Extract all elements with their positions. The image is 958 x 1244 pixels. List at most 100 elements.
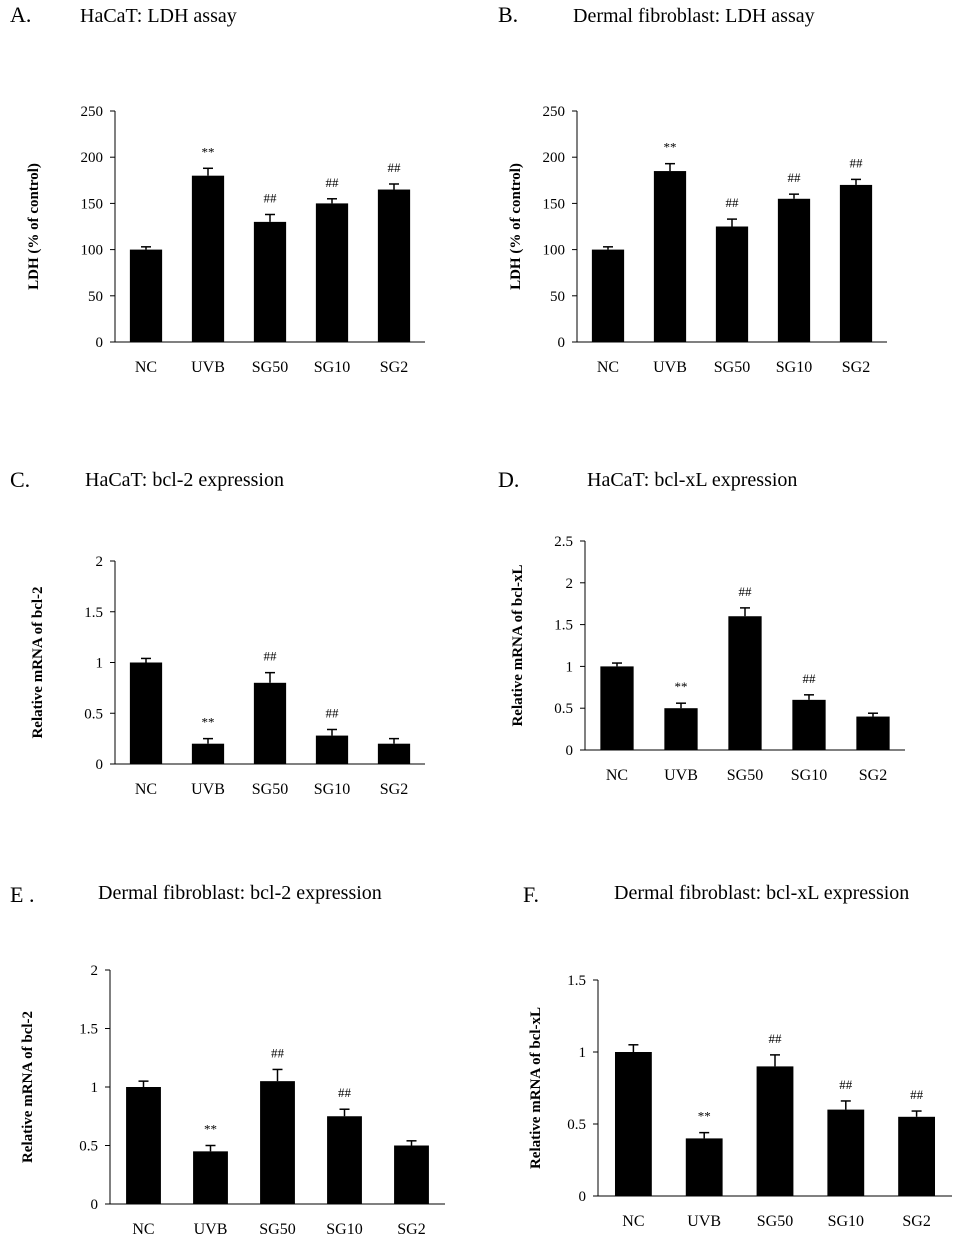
bar: [327, 1116, 362, 1204]
bar: [591, 249, 625, 342]
y-tick-label: 250: [543, 104, 566, 120]
x-tick-label: SG50: [259, 1221, 295, 1238]
x-tick-label: NC: [606, 767, 628, 784]
significance-marker: **: [698, 1109, 711, 1124]
bar: [253, 221, 287, 342]
y-axis-label: LDH (% of control): [26, 163, 42, 290]
chart-title: Dermal fibroblast: bcl-xL expression: [614, 882, 910, 904]
y-tick-label: 0: [96, 757, 104, 773]
chart-title: Dermal fibroblast: LDH assay: [573, 5, 815, 27]
bar: [315, 203, 349, 342]
y-axis-label: Relative mRNA of bcl-xL: [510, 564, 526, 726]
y-tick-label: 150: [81, 196, 104, 212]
y-tick-label: 0: [91, 1197, 99, 1213]
significance-marker: ##: [271, 1045, 285, 1060]
significance-marker: ##: [388, 160, 402, 175]
significance-marker: **: [664, 140, 677, 155]
bar: [315, 735, 349, 764]
bar: [827, 1109, 865, 1196]
y-tick-label: 2: [96, 554, 104, 570]
x-tick-label: UVB: [191, 359, 225, 376]
significance-marker: **: [204, 1122, 217, 1137]
x-tick-label: UVB: [194, 1221, 228, 1238]
x-tick-label: SG10: [828, 1213, 864, 1230]
significance-marker: **: [202, 144, 215, 159]
y-tick-label: 200: [81, 150, 104, 166]
chart-title: HaCaT: bcl-xL expression: [587, 469, 798, 491]
bar: [260, 1081, 295, 1204]
significance-marker: ##: [803, 671, 817, 686]
x-tick-label: SG2: [842, 359, 870, 376]
y-tick-label: 0: [579, 1189, 587, 1205]
y-tick-label: 250: [81, 104, 104, 120]
y-tick-label: 200: [543, 150, 566, 166]
significance-marker: ##: [338, 1085, 352, 1100]
y-tick-label: 1.5: [79, 1022, 98, 1038]
y-axis-label: LDH (% of control): [508, 163, 524, 290]
y-tick-label: 0.5: [79, 1139, 98, 1155]
bar: [193, 1151, 228, 1204]
x-tick-label: UVB: [664, 767, 698, 784]
significance-marker: **: [202, 715, 215, 730]
y-tick-label: 1: [579, 1045, 587, 1061]
bar: [653, 171, 687, 342]
x-tick-label: SG2: [380, 781, 408, 798]
y-tick-label: 0: [558, 335, 566, 351]
y-tick-label: 50: [550, 289, 565, 305]
bar: [600, 666, 634, 750]
bar: [898, 1116, 936, 1196]
significance-marker: ##: [264, 190, 278, 205]
y-tick-label: 150: [543, 196, 566, 212]
panel-letter: D.: [498, 467, 520, 492]
x-tick-label: SG50: [757, 1213, 793, 1230]
y-axis-label: Relative mRNA of bcl-xL: [528, 1007, 544, 1169]
x-tick-label: SG50: [252, 359, 288, 376]
bar: [377, 743, 411, 764]
panel-letter: B.: [498, 2, 519, 27]
y-tick-label: 1: [566, 659, 574, 675]
x-tick-label: SG10: [326, 1221, 362, 1238]
x-tick-label: SG50: [727, 767, 763, 784]
bar: [191, 743, 225, 764]
x-tick-label: SG10: [314, 781, 350, 798]
chart-title: HaCaT: bcl-2 expression: [85, 469, 284, 491]
bar: [191, 175, 225, 342]
panel-letter: A.: [10, 2, 32, 27]
x-tick-label: NC: [622, 1213, 644, 1230]
x-tick-label: NC: [132, 1221, 154, 1238]
significance-marker: **: [675, 679, 688, 694]
significance-marker: ##: [726, 195, 740, 210]
bar: [685, 1138, 723, 1196]
panel-letter: E .: [10, 882, 35, 907]
y-tick-label: 50: [88, 289, 103, 305]
x-tick-label: SG2: [397, 1221, 425, 1238]
y-tick-label: 100: [81, 243, 104, 259]
x-tick-label: SG10: [776, 359, 812, 376]
bar: [856, 716, 890, 750]
y-tick-label: 2.5: [554, 534, 573, 550]
bar: [664, 708, 698, 750]
bar: [129, 662, 163, 764]
y-tick-label: 1: [96, 656, 104, 672]
x-tick-label: NC: [135, 781, 157, 798]
x-tick-label: SG50: [252, 781, 288, 798]
y-tick-label: 1: [91, 1080, 99, 1096]
bar: [394, 1145, 429, 1204]
y-tick-label: 1.5: [554, 618, 573, 634]
x-tick-label: UVB: [191, 781, 225, 798]
y-tick-label: 100: [543, 243, 566, 259]
bar: [715, 226, 749, 342]
bar: [777, 198, 811, 342]
y-tick-label: 1.5: [567, 973, 586, 989]
bar: [756, 1066, 794, 1196]
chart-title: Dermal fibroblast: bcl-2 expression: [98, 882, 382, 904]
significance-marker: ##: [264, 649, 278, 664]
y-tick-label: 0.5: [567, 1117, 586, 1133]
y-tick-label: 0: [96, 335, 104, 351]
bar: [728, 616, 762, 750]
bar: [839, 184, 873, 342]
